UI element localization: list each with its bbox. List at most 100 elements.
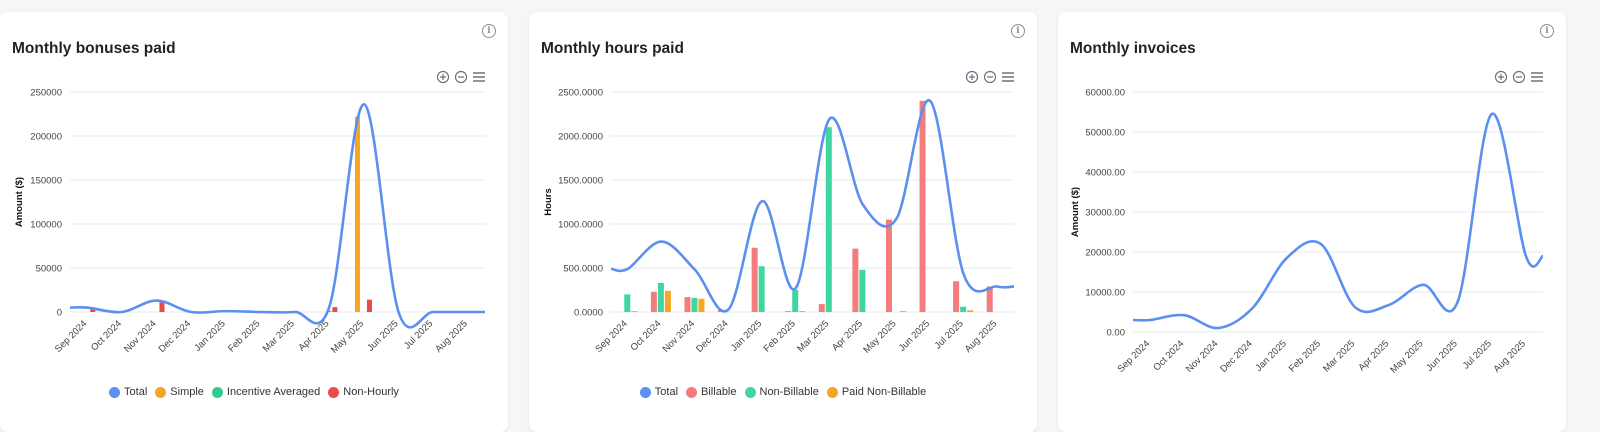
x-tick-label: Oct 2024 (1151, 338, 1186, 373)
x-tick-label: Jul 2025 (1461, 338, 1494, 371)
bar-billable[interactable] (785, 311, 792, 312)
bar-paid-non-billable[interactable] (967, 310, 974, 312)
legend-item[interactable]: Non-Billable (744, 386, 819, 398)
y-tick-label: 150000 (30, 176, 62, 187)
line-total[interactable] (610, 99, 1015, 313)
bar-billable[interactable] (986, 286, 993, 312)
bar-simple[interactable] (354, 116, 360, 312)
legend-item[interactable]: Billable (686, 386, 737, 398)
bar-non-billable[interactable] (859, 269, 866, 312)
y-tick-label: 1500.0000 (558, 176, 603, 187)
x-tick-label: Mar 2025 (795, 318, 831, 354)
x-tick-label: Feb 2025 (762, 318, 798, 354)
x-tick-label: Sep 2024 (593, 318, 630, 355)
zoom-out-icon[interactable] (983, 70, 997, 84)
chart-toolbar (965, 70, 1015, 84)
y-tick-label: 50000 (36, 264, 62, 275)
bar-billable[interactable] (751, 247, 758, 312)
x-tick-label: Sep 2024 (53, 318, 90, 355)
info-icon[interactable]: i (1540, 24, 1554, 38)
menu-icon[interactable] (472, 70, 486, 84)
bar-non-hourly[interactable] (90, 308, 96, 312)
line-series[interactable] (1132, 112, 1545, 330)
x-tick-label: Jan 2025 (729, 318, 764, 353)
x-tick-label: Dec 2024 (694, 318, 731, 355)
x-tick-label: Nov 2024 (1184, 338, 1221, 375)
bar-non-billable[interactable] (792, 290, 799, 312)
bar-billable[interactable] (919, 100, 926, 312)
zoom-out-icon[interactable] (1512, 70, 1526, 84)
y-tick-label: 0 (57, 308, 62, 319)
x-tick-label: Feb 2025 (226, 318, 262, 354)
legend-item[interactable]: Non-Hourly (328, 386, 399, 398)
legend-label: Simple (170, 386, 204, 398)
legend-item[interactable]: Total (639, 386, 678, 398)
y-tick-label: 200000 (30, 132, 62, 143)
x-tick-label: Feb 2025 (1287, 338, 1323, 374)
bar-non-billable[interactable] (624, 294, 631, 312)
zoom-out-icon[interactable] (454, 70, 468, 84)
bar-billable[interactable] (684, 297, 691, 312)
y-tick-label: 0.00 (1107, 328, 1126, 339)
bar-billable[interactable] (852, 248, 859, 312)
zoom-in-icon[interactable] (965, 70, 979, 84)
chart-toolbar (1494, 70, 1544, 84)
bar-non-billable[interactable] (825, 127, 832, 312)
bar-billable[interactable] (953, 281, 960, 312)
bar-non-billable[interactable] (758, 266, 765, 312)
bar-billable[interactable] (818, 304, 825, 312)
legend-item[interactable]: Paid Non-Billable (826, 386, 927, 398)
x-tick-label: Jun 2025 (365, 318, 400, 353)
menu-icon[interactable] (1001, 70, 1015, 84)
x-tick-label: Jan 2025 (1253, 338, 1288, 373)
zoom-in-icon[interactable] (436, 70, 450, 84)
bar-paid-non-billable[interactable] (631, 311, 638, 312)
bar-non-billable[interactable] (960, 306, 967, 312)
legend-label: Non-Billable (759, 386, 819, 398)
x-tick-label: Aug 2025 (433, 318, 470, 355)
info-icon[interactable]: i (1011, 24, 1025, 38)
bar-paid-non-billable[interactable] (698, 298, 705, 312)
bar-billable[interactable] (885, 219, 892, 312)
legend-label: Paid Non-Billable (841, 386, 927, 398)
legend-label: Billable (701, 386, 737, 398)
y-tick-label: 0.0000 (574, 308, 603, 319)
x-tick-label: Aug 2025 (1491, 338, 1528, 375)
zoom-in-icon[interactable] (1494, 70, 1508, 84)
bar-non-billable[interactable] (657, 282, 664, 312)
line-total[interactable] (69, 103, 485, 329)
y-tick-label: 60000.00 (1085, 88, 1125, 99)
bar-non-hourly[interactable] (366, 299, 372, 312)
y-tick-label: 20000.00 (1085, 248, 1125, 259)
hours-chart: 0.0000 500.0000 1000.0000 1500.0000 2000.000… (543, 88, 1015, 356)
chart-title: Monthly invoices (1070, 40, 1196, 57)
x-tick-label: Mar 2025 (261, 318, 297, 354)
legend-marker (826, 386, 838, 398)
bar-non-billable[interactable] (691, 297, 698, 312)
y-axis-label: Amount ($) (14, 177, 25, 227)
bar-non-hourly[interactable] (332, 307, 338, 312)
bar-paid-non-billable[interactable] (664, 290, 671, 312)
legend-marker (686, 386, 698, 398)
y-axis-label: Hours (543, 188, 554, 215)
card-monthly-bonuses: Monthly bonuses paid i 0 50000 100000 15000… (0, 12, 508, 432)
legend-marker (744, 386, 756, 398)
y-tick-label: 10000.00 (1085, 288, 1125, 299)
x-tick-label: Jan 2025 (192, 318, 227, 353)
bar-billable[interactable] (650, 291, 657, 312)
bar-paid-non-billable[interactable] (899, 311, 906, 312)
menu-icon[interactable] (1530, 70, 1544, 84)
x-tick-label: Jun 2025 (1424, 338, 1459, 373)
x-tick-label: Mar 2025 (1321, 338, 1357, 374)
bar-paid-non-billable[interactable] (799, 311, 806, 312)
legend-item[interactable]: Incentive Averaged (211, 386, 320, 398)
x-tick-label: May 2025 (329, 318, 366, 355)
x-tick-label: Oct 2024 (89, 318, 124, 353)
bar-non-hourly[interactable] (159, 300, 165, 312)
card-monthly-invoices: Monthly invoices i 0.00 10000.00 20000.00 3… (1058, 12, 1566, 432)
x-tick-label: May 2025 (861, 318, 898, 355)
x-tick-label: Oct 2024 (628, 318, 663, 353)
legend-item[interactable]: Simple (155, 386, 204, 398)
legend-item[interactable]: Total (109, 386, 147, 398)
info-icon[interactable]: i (482, 24, 496, 38)
